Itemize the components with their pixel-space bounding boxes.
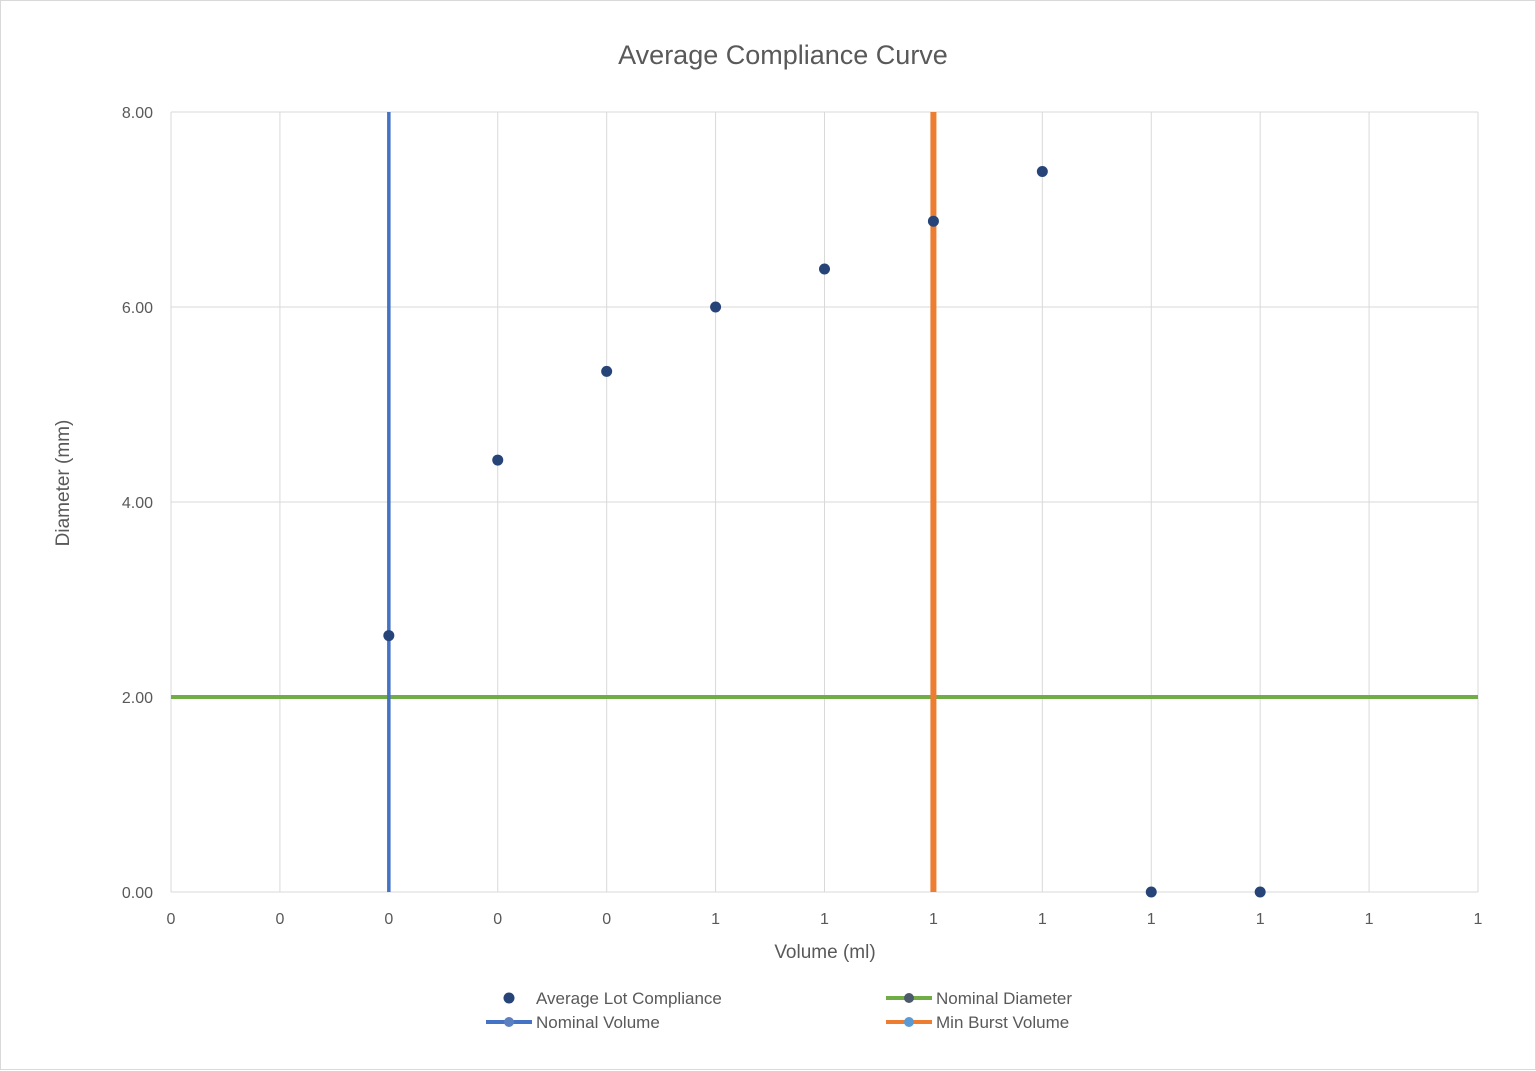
x-tick-label: 1: [929, 911, 938, 928]
legend-marker-icon: [503, 992, 515, 1004]
x-tick-label: 0: [493, 911, 502, 928]
x-tick-label: 1: [1147, 911, 1156, 928]
y-tick-label: 4.00: [122, 495, 153, 512]
x-tick-label: 0: [602, 911, 611, 928]
data-point: [710, 301, 722, 313]
data-points: [383, 165, 1266, 898]
y-tick-label: 8.00: [122, 105, 153, 122]
x-tick-label: 0: [275, 911, 284, 928]
data-point: [383, 630, 395, 642]
reference-lines: [171, 112, 1478, 892]
x-axis-label: Volume (ml): [774, 942, 875, 963]
legend-label: Nominal Diameter: [936, 989, 1072, 1008]
data-point: [1145, 886, 1157, 898]
x-tick-label: 0: [167, 911, 176, 928]
data-point: [601, 365, 613, 377]
legend-label: Average Lot Compliance: [536, 989, 722, 1008]
y-axis-label: Diameter (mm): [53, 420, 74, 547]
data-point: [1254, 886, 1266, 898]
x-tick-labels: 0 0 0 0 0 1 1 1 1 1 1 1 1: [167, 911, 1483, 928]
legend: Average Lot Compliance Nominal Diameter No…: [486, 989, 1072, 1032]
x-tick-label: 1: [1365, 911, 1374, 928]
data-point: [819, 263, 830, 275]
data-point: [927, 215, 939, 227]
data-point: [492, 454, 504, 466]
x-tick-label: 0: [384, 911, 393, 928]
x-tick-label: 1: [711, 911, 720, 928]
y-tick-labels: 0.00 2.00 4.00 6.00 8.00: [122, 105, 153, 902]
legend-marker-icon: [904, 993, 914, 1003]
x-tick-label: 1: [1038, 911, 1047, 928]
y-tick-label: 0.00: [122, 885, 153, 902]
legend-label: Min Burst Volume: [936, 1013, 1069, 1032]
data-point: [1036, 165, 1048, 177]
y-tick-label: 6.00: [122, 300, 153, 317]
legend-marker-icon: [904, 1017, 914, 1027]
legend-label: Nominal Volume: [536, 1013, 660, 1032]
y-tick-label: 2.00: [122, 690, 153, 707]
x-tick-label: 1: [1256, 911, 1265, 928]
x-tick-label: 1: [1474, 911, 1483, 928]
legend-marker-icon: [504, 1017, 514, 1027]
gridlines: [170, 111, 1479, 893]
chart-title: Average Compliance Curve: [618, 40, 948, 70]
x-tick-label: 1: [820, 911, 829, 928]
